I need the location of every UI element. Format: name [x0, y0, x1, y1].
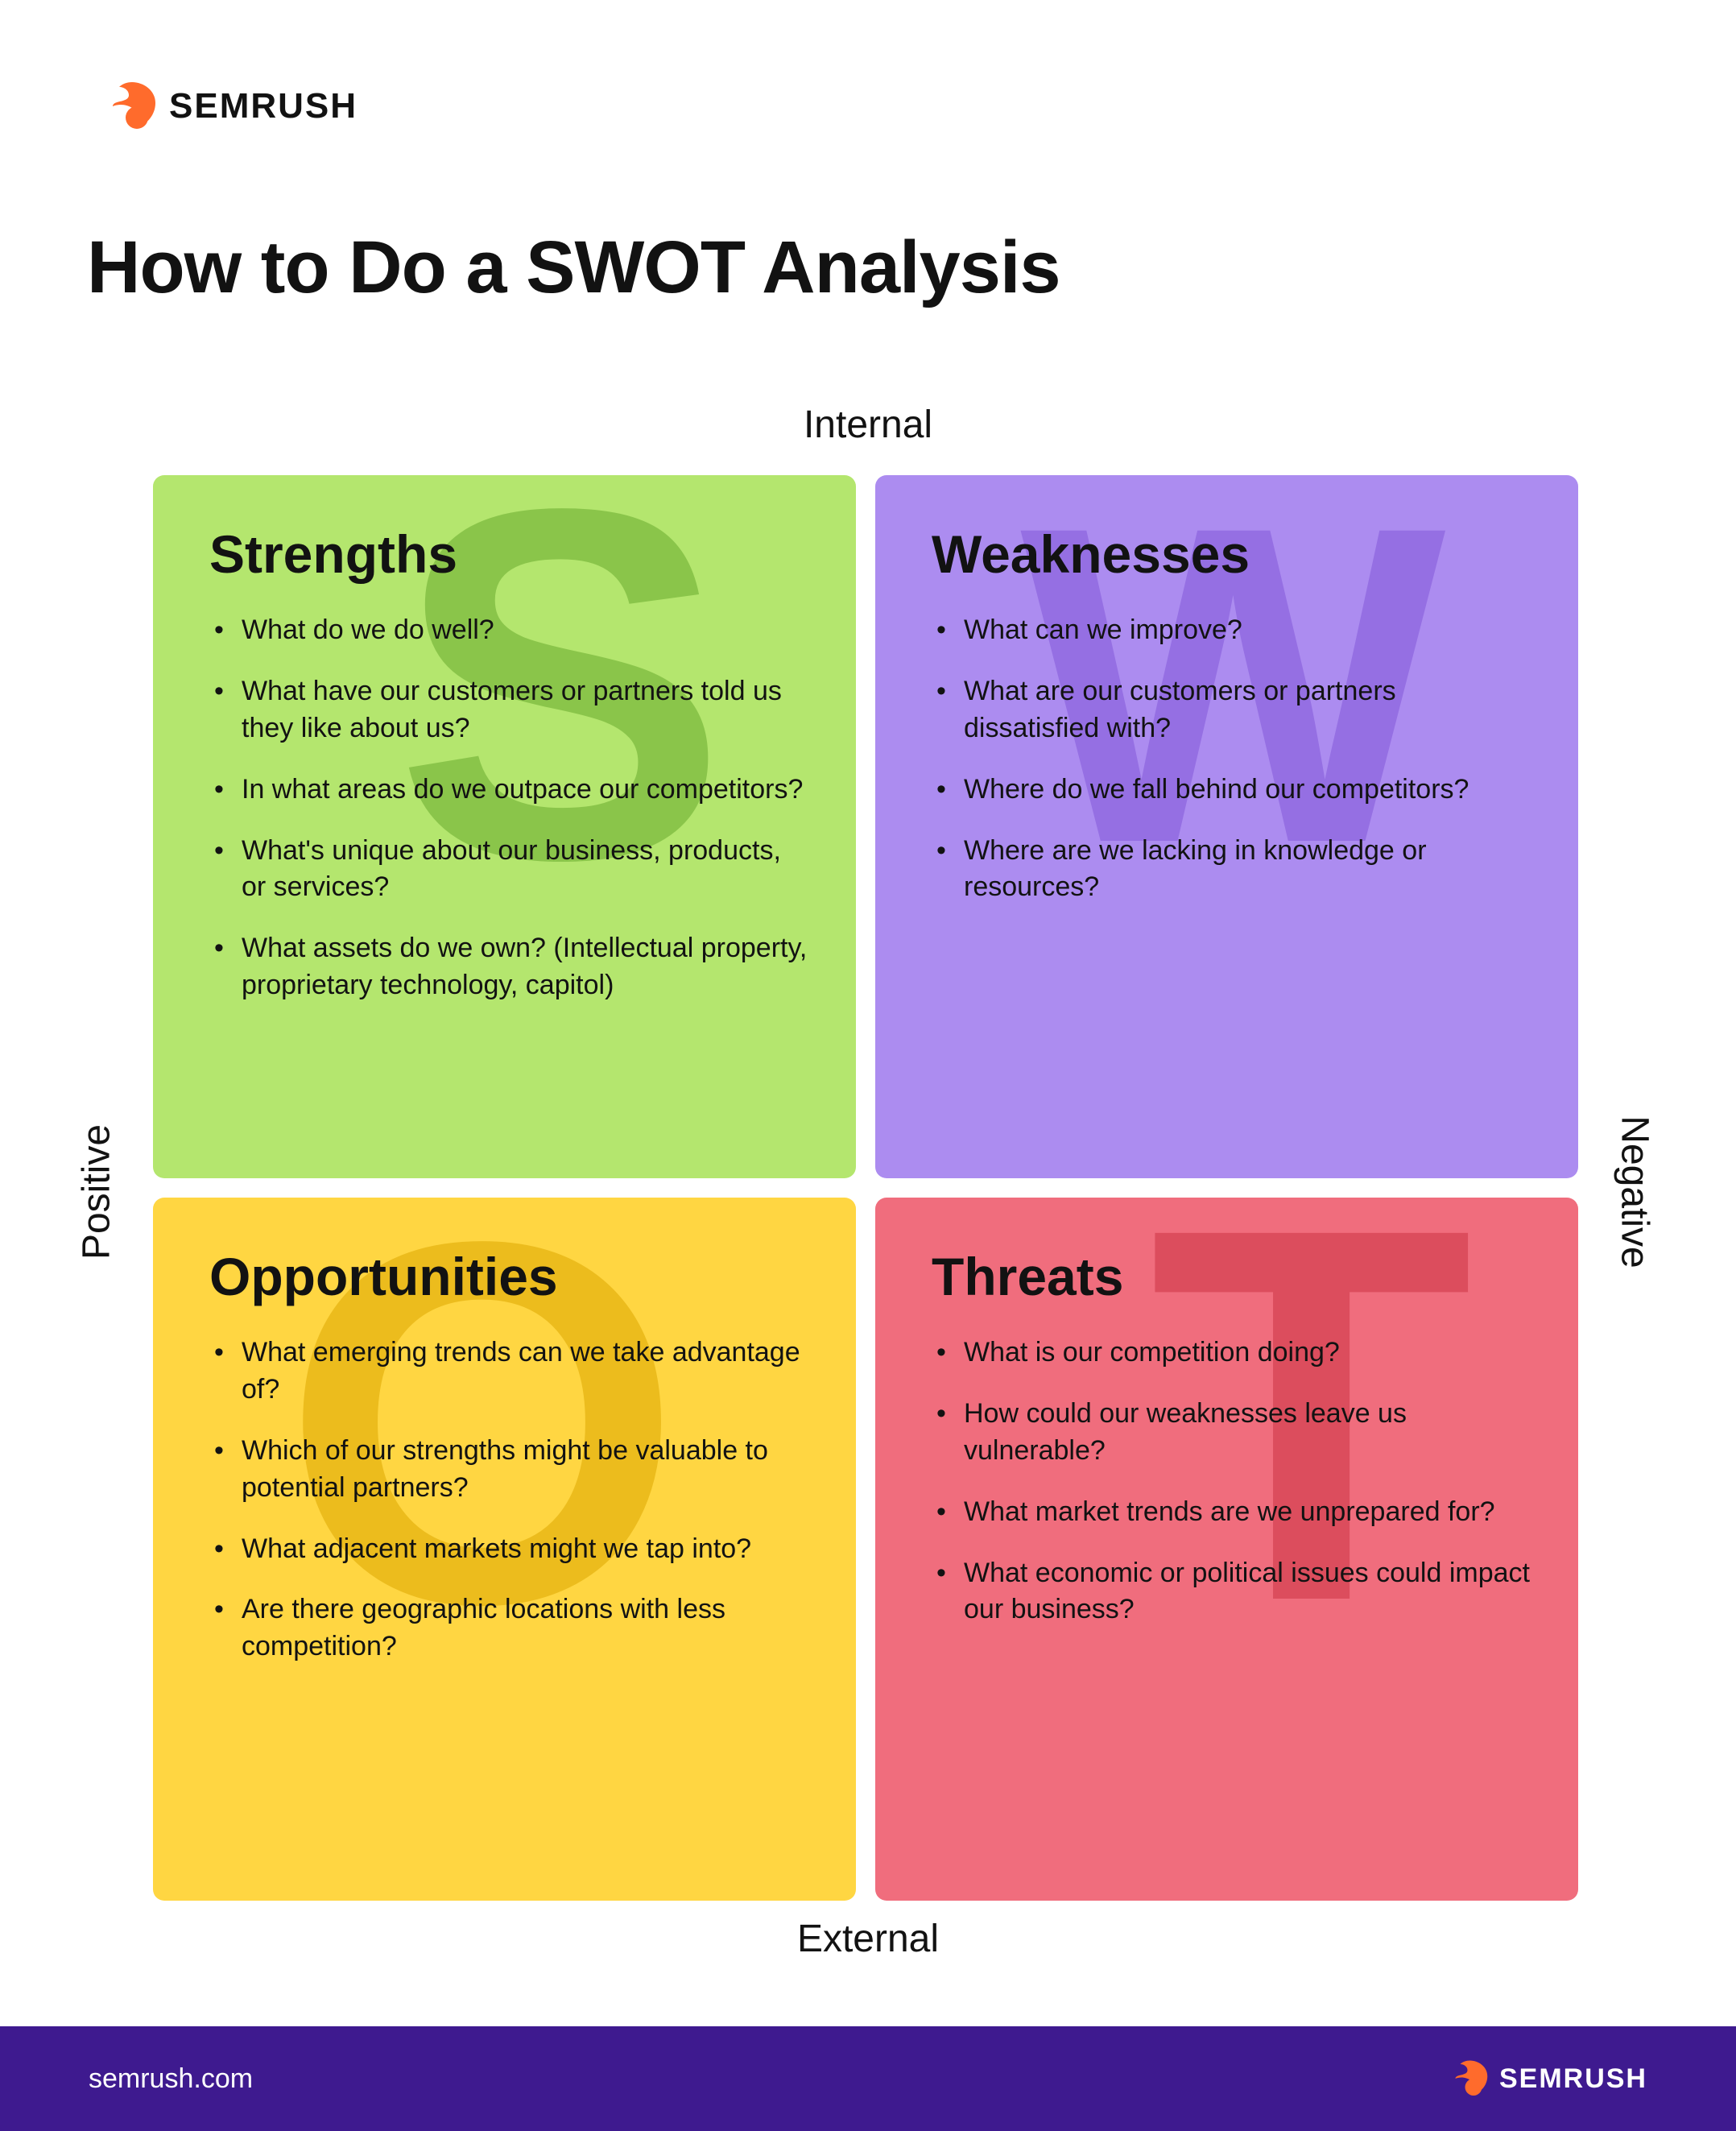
- flame-icon: [105, 81, 156, 132]
- list-item: How could our weaknesses leave us vulner…: [932, 1396, 1530, 1470]
- list-item: What is our competition doing?: [932, 1334, 1530, 1372]
- footer: semrush.com SEMRUSH: [0, 2026, 1736, 2131]
- page-title: How to Do a SWOT Analysis: [87, 226, 1060, 310]
- list-threats: What is our competition doing? How could…: [932, 1334, 1530, 1628]
- list-item: What assets do we own? (Intellectual pro…: [209, 930, 808, 1004]
- header-logo: SEMRUSH: [105, 81, 358, 132]
- quadrant-strengths: S Strengths What do we do well? What hav…: [153, 475, 856, 1178]
- list-item: What market trends are we unprepared for…: [932, 1494, 1530, 1531]
- quadrant-opportunities: O Opportunities What emerging trends can…: [153, 1198, 856, 1901]
- heading-weaknesses: Weaknesses: [932, 523, 1530, 585]
- heading-opportunities: Opportunities: [209, 1246, 808, 1307]
- footer-logo: SEMRUSH: [1449, 2059, 1647, 2098]
- list-item: Where do we fall behind our competitors?: [932, 772, 1530, 809]
- brand-wordmark: SEMRUSH: [169, 86, 358, 126]
- heading-threats: Threats: [932, 1246, 1530, 1307]
- list-strengths: What do we do well? What have our custom…: [209, 612, 808, 1004]
- axis-label-negative: Negative: [1613, 1115, 1657, 1268]
- list-item: In what areas do we outpace our competit…: [209, 772, 808, 809]
- list-item: Are there geographic locations with less…: [209, 1591, 808, 1665]
- heading-strengths: Strengths: [209, 523, 808, 585]
- flame-icon: [1449, 2059, 1488, 2098]
- list-item: What do we do well?: [209, 612, 808, 649]
- swot-grid: S Strengths What do we do well? What hav…: [153, 475, 1578, 1901]
- list-item: What can we improve?: [932, 612, 1530, 649]
- list-item: What adjacent markets might we tap into?: [209, 1531, 808, 1568]
- quadrant-threats: T Threats What is our competition doing?…: [875, 1198, 1578, 1901]
- axis-label-internal: Internal: [804, 403, 932, 447]
- list-item: What's unique about our business, produc…: [209, 833, 808, 907]
- list-item: Where are we lacking in knowledge or res…: [932, 833, 1530, 907]
- list-item: What emerging trends can we take advanta…: [209, 1334, 808, 1409]
- list-opportunities: What emerging trends can we take advanta…: [209, 1334, 808, 1665]
- axis-label-external: External: [797, 1917, 939, 1961]
- list-item: What are our customers or partners dissa…: [932, 673, 1530, 747]
- list-item: Which of our strengths might be valuable…: [209, 1433, 808, 1507]
- page: SEMRUSH How to Do a SWOT Analysis Intern…: [0, 0, 1736, 2131]
- axis-label-positive: Positive: [75, 1124, 119, 1260]
- quadrant-weaknesses: W Weaknesses What can we improve? What a…: [875, 475, 1578, 1178]
- list-item: What economic or political issues could …: [932, 1555, 1530, 1629]
- brand-wordmark: SEMRUSH: [1499, 2063, 1647, 2095]
- list-weaknesses: What can we improve? What are our custom…: [932, 612, 1530, 906]
- footer-site-url: semrush.com: [89, 2063, 253, 2095]
- list-item: What have our customers or partners told…: [209, 673, 808, 747]
